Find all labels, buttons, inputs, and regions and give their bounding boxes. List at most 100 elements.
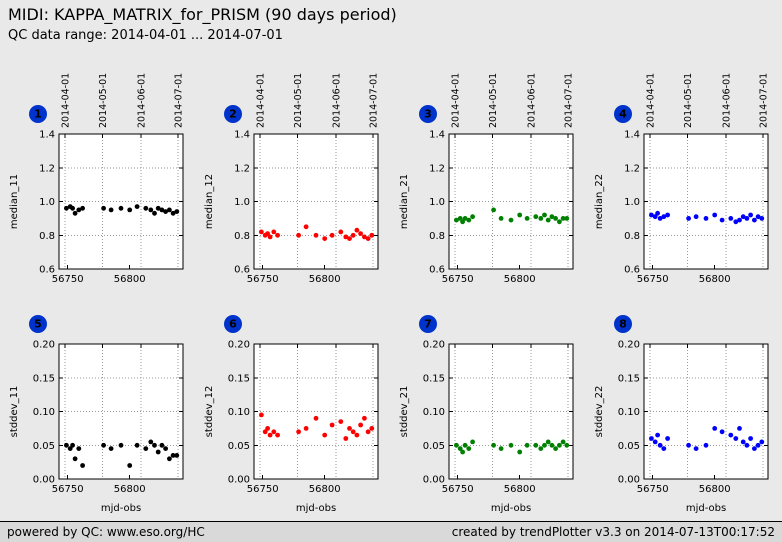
y-tick-label: 0.8 [624,231,640,242]
x-tick-label: 56750 [52,274,84,285]
plot-number-badge[interactable] [29,315,47,333]
y-tick-label: 0.00 [423,475,445,486]
plot-number-badge[interactable] [614,105,632,123]
y-tick-label: 1.4 [39,130,55,141]
x-tick-label: 56800 [699,274,731,285]
y-tick-label: 0.15 [423,373,445,384]
data-point [259,412,264,418]
data-point [553,446,558,451]
date-tick-label: 2014-07-01 [369,73,380,128]
y-tick-label: 1.2 [234,163,250,174]
x-axis-label: mjd-obs [686,503,726,514]
plot-number-badge[interactable] [419,315,437,333]
data-point [538,216,544,221]
data-point [170,210,176,216]
data-point [101,205,106,211]
x-tick-label: 56750 [247,484,279,495]
footer-created-by: created by trendPlotter v3.3 on 2014-07-… [451,525,775,539]
data-point [70,442,75,448]
y-axis-label: median_12 [204,174,215,229]
data-point [549,442,555,448]
x-tick-label: 56750 [637,274,669,285]
data-point [354,432,360,438]
data-point [265,231,270,237]
plot-number: 8 [619,318,627,331]
data-point [350,232,356,238]
data-point [549,214,555,220]
data-point [64,442,69,448]
data-point [498,216,504,221]
data-point [752,446,757,451]
data-point [719,217,725,223]
data-point [553,216,558,221]
y-axis-label: median_22 [594,174,605,229]
y-axis-label: median_21 [399,174,410,229]
y-tick-label: 1.4 [234,130,250,141]
data-point [174,209,180,215]
chart-7-stddev_21[interactable]: 0.00 0.05 0.10 0.15 0.20 56750 56800 stddev_21m… [391,314,586,516]
y-axis-label: median_11 [9,174,20,229]
chart-3-median_21[interactable]: 0.6 0.8 1.0 1.2 1.4 56750 56800 2014-04-01 2014-… [391,66,586,290]
x-tick-label: 56800 [699,484,731,495]
y-tick-label: 0.15 [618,373,640,384]
y-tick-label: 1.4 [429,130,445,141]
y-axis-label: stddev_12 [204,386,215,438]
data-point [748,212,753,218]
data-point [686,442,691,448]
x-tick-label: 56800 [114,484,146,495]
data-point [271,229,277,235]
chart-1-median_11[interactable]: 0.6 0.8 1.0 1.2 1.4 56750 56800 2014-04-01 2014-… [1,66,196,290]
plot-area [59,344,183,479]
data-point [163,209,169,215]
data-point [712,426,718,431]
y-tick-label: 0.05 [618,441,640,452]
y-tick-label: 1.0 [234,197,250,208]
data-point [744,216,750,221]
data-point [322,432,328,438]
y-tick-label: 0.00 [228,475,250,486]
data-point [271,429,277,435]
data-point [498,446,504,451]
plot-number-badge[interactable] [224,315,242,333]
chart-8-stddev_22[interactable]: 0.00 0.05 0.10 0.15 0.20 56750 56800 stddev_22m… [586,314,781,516]
data-point [703,442,709,448]
data-point [72,456,78,462]
data-point [665,212,670,218]
plot-number-badge[interactable] [614,315,632,333]
data-point [508,217,514,223]
chart-4-median_22[interactable]: 0.6 0.8 1.0 1.2 1.4 56750 56800 2014-04-01 2014-… [586,66,781,290]
data-point [470,439,475,445]
data-point [693,446,699,451]
data-point [275,232,280,238]
data-point [76,207,82,213]
plot-number-badge[interactable] [224,105,242,123]
data-point [657,442,663,448]
data-point [652,439,658,445]
data-point [159,207,165,213]
data-point [538,446,544,451]
data-point [744,442,750,448]
date-tick-label: 2014-04-01 [256,73,267,128]
plot-number: 2 [229,108,237,121]
plot-area [449,134,573,269]
date-tick-label: 2014-05-01 [293,73,304,128]
data-point [329,232,335,238]
chart-6-stddev_12[interactable]: 0.00 0.05 0.10 0.15 0.20 56750 56800 stddev_12m… [196,314,391,516]
data-point [155,205,161,211]
y-tick-label: 0.10 [33,407,55,418]
y-tick-label: 0.6 [624,265,640,276]
data-point [259,229,264,235]
chart-2-median_12[interactable]: 0.6 0.8 1.0 1.2 1.4 56750 56800 2014-04-01 2014-… [196,66,391,290]
data-point [134,204,140,210]
y-tick-label: 0.10 [228,407,250,418]
plot-number-badge[interactable] [419,105,437,123]
plot-number: 1 [34,108,42,121]
date-tick-label: 2014-06-01 [526,73,537,128]
plot-number-badge[interactable] [29,105,47,123]
data-point [755,442,761,448]
data-point [748,436,753,441]
data-point [127,463,133,468]
data-point [108,207,114,213]
chart-5-stddev_11[interactable]: 0.00 0.05 0.10 0.15 0.20 56750 56800 stddev_11m… [1,314,196,516]
data-point [338,229,344,235]
